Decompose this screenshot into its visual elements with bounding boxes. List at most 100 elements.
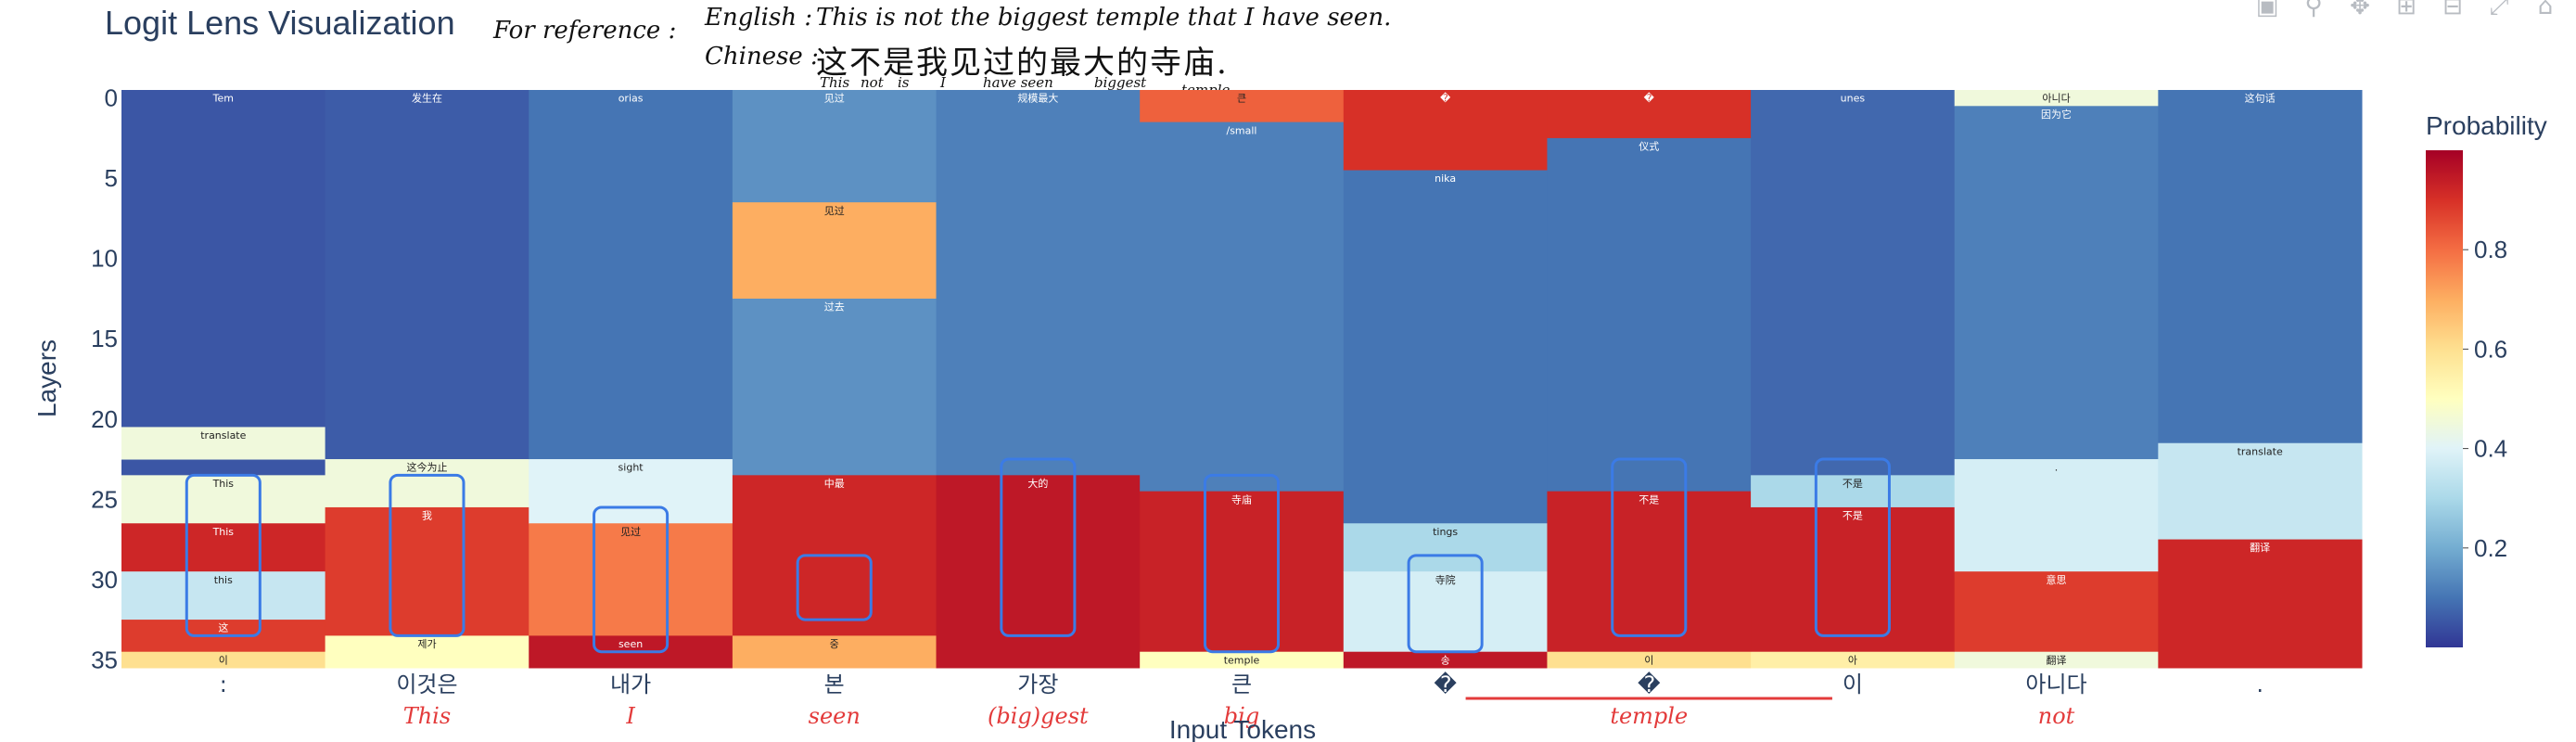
cell-label: 이	[1644, 654, 1653, 666]
note-gloss-have-seen: have seen	[983, 74, 1053, 91]
heatmap-cell	[529, 459, 733, 524]
highlight-box	[1407, 554, 1484, 654]
y-tick-label: 15	[91, 325, 118, 352]
cell-label: translate	[2238, 445, 2283, 457]
cell-label: 仪式	[1639, 141, 1659, 153]
cell-label: tings	[1433, 526, 1458, 538]
x-tick-label: 내가	[610, 672, 651, 697]
y-axis-title: Layers	[32, 339, 61, 417]
heatmap-cell	[1547, 90, 1752, 139]
cell-label: This	[212, 478, 235, 490]
camera-icon[interactable]: ▣	[2255, 0, 2279, 20]
cell-label: 发生在	[412, 92, 442, 105]
cell-label: unes	[1841, 93, 1866, 105]
cell-label: 큰	[1237, 93, 1246, 105]
heatmap-cell	[732, 298, 937, 476]
heatmap-cells	[121, 90, 2363, 669]
highlight-box	[593, 505, 670, 654]
cell-label: 规模最大	[1017, 92, 1058, 105]
cell-label: 송	[1441, 654, 1450, 666]
cell-label: �	[1644, 93, 1655, 105]
colorbar-ticks: 0.2 0.4 0.6 0.8	[2463, 236, 2507, 562]
cell-label: �	[1440, 93, 1451, 105]
cell-label: 见过	[824, 93, 845, 105]
highlight-box	[185, 473, 261, 637]
colorbar: Probability 0.2 0.4 0.6 0.8	[2426, 111, 2547, 647]
x-tick-label: :	[220, 672, 227, 697]
cell-label: 大的	[1027, 477, 1048, 490]
cell-label: this	[214, 574, 233, 586]
y-tick-label: 10	[91, 245, 118, 273]
highlight-box	[389, 473, 465, 637]
heatmap-cell	[936, 90, 1141, 476]
x-tick-label: �	[1434, 672, 1457, 697]
note-label: For reference :	[493, 17, 677, 45]
highlight-box	[796, 554, 873, 621]
x-translation-annotation: This	[403, 703, 451, 729]
x-translation-annotation: I	[625, 703, 635, 729]
heatmap-cell	[1954, 571, 2159, 653]
heatmap-cell	[1140, 90, 1345, 123]
cell-label: 寺院	[1435, 573, 1456, 586]
highlight-boxes	[185, 457, 1891, 654]
heatmap-cell	[1343, 571, 1548, 653]
heatmap-cell	[2158, 539, 2363, 669]
plot-toolbar: ▣ ⚲ ✥ ⊞ ⊟ ⤢ ⌂	[2251, 0, 2561, 20]
note-gloss-is: is	[898, 74, 910, 91]
heatmap-cell	[121, 571, 326, 620]
heatmap-cell	[121, 427, 326, 460]
cell-label: 我	[422, 510, 432, 522]
note-gloss-biggest: biggest	[1094, 74, 1147, 91]
heatmap-cell	[1751, 475, 1956, 508]
cell-label: 아니다	[2042, 93, 2070, 105]
cell-label: translate	[200, 429, 246, 441]
cell-label: seen	[618, 638, 643, 650]
cell-label: 中最	[824, 478, 845, 490]
cell-label: 见过	[620, 526, 641, 538]
note-gloss-i: I	[940, 74, 946, 91]
heatmap-cell	[732, 202, 937, 300]
colorbar-tick-label: 0.8	[2474, 236, 2507, 263]
heatmap-cell	[2158, 442, 2363, 541]
cell-label: 제가	[417, 638, 436, 650]
cell-label: 寺庙	[1231, 493, 1252, 505]
x-tick-label: 아니다	[2025, 672, 2086, 697]
cell-label: 翻译	[2047, 653, 2067, 666]
autoscale-icon[interactable]: ⤢	[2489, 0, 2509, 20]
pan-icon[interactable]: ✥	[2350, 0, 2370, 20]
cell-label: 见过	[824, 205, 845, 217]
x-translation-annotation: big	[1224, 703, 1259, 729]
colorbar-gradient	[2426, 150, 2463, 647]
cell-label: 翻译	[2250, 541, 2270, 554]
heatmap-cell	[1140, 651, 1345, 669]
cell-label: sight	[618, 462, 644, 474]
note-chinese-text: 这不是我见过的最大的寺庙.	[816, 45, 1229, 82]
note-chinese-label: Chinese :	[705, 43, 819, 70]
x-tick-label: 이것은	[396, 672, 457, 697]
heatmap-cell	[1751, 651, 1956, 669]
heatmap-cell	[529, 523, 733, 636]
cell-label: Tem	[212, 93, 234, 105]
heatmap-cell	[1343, 90, 1548, 172]
heatmap-cell	[325, 90, 529, 460]
heatmap-cell	[325, 635, 529, 669]
home-icon[interactable]: ⌂	[2537, 0, 2554, 20]
colorbar-tick-label: 0.4	[2474, 435, 2507, 463]
heatmap-cell	[325, 459, 529, 508]
colorbar-tick-label: 0.6	[2474, 335, 2507, 363]
heatmap-cell	[2158, 90, 2363, 444]
highlight-box	[1203, 473, 1281, 654]
x-tick-label: .	[2256, 672, 2264, 697]
zoom-icon[interactable]: ⚲	[2304, 0, 2323, 20]
zoom-in-icon[interactable]: ⊞	[2396, 0, 2417, 20]
cell-label: 아	[1848, 654, 1857, 666]
cell-label: 这句话	[2245, 92, 2276, 105]
x-translation-annotation: not	[2038, 703, 2075, 729]
colorbar-title: Probability	[2426, 111, 2547, 140]
heatmap-cell	[1140, 491, 1345, 653]
x-tick-label: 큰	[1231, 672, 1252, 697]
note-gloss-this: This	[820, 74, 850, 91]
zoom-out-icon[interactable]: ⊟	[2442, 0, 2463, 20]
